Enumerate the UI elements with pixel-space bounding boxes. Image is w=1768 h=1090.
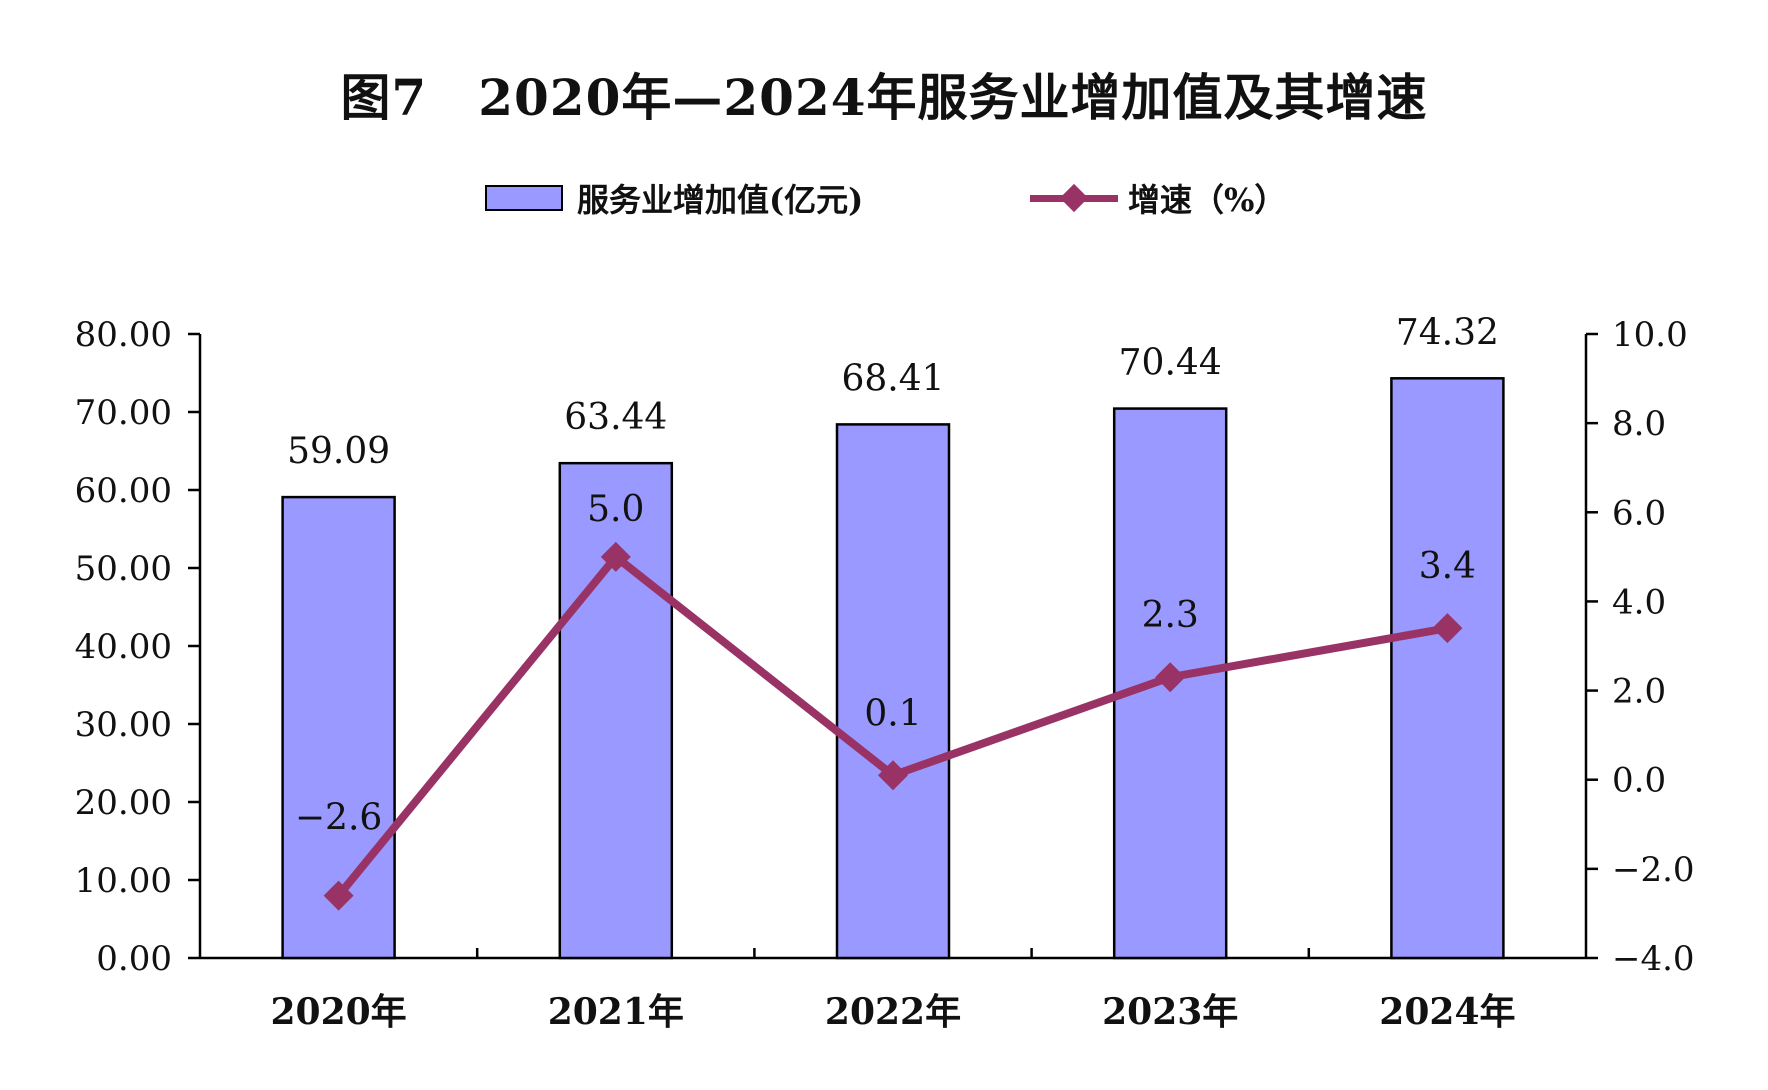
bar-value-label: 70.44 [1119, 343, 1222, 384]
x-tick-label: 2024年 [1379, 991, 1515, 1033]
line-marker [600, 541, 631, 572]
line-value-label: 3.4 [1419, 546, 1476, 587]
data-labels: 59.09 63.44 68.41 70.44 74.32 −2.6 5.0 0.1 2.3 3.… [287, 312, 1499, 838]
right-tick-label: 10.0 [1612, 315, 1688, 355]
bar-series [281, 377, 1505, 960]
bar [1390, 377, 1505, 960]
bar [558, 461, 674, 960]
legend-bar-swatch [485, 185, 563, 211]
line-value-label: 2.3 [1142, 595, 1199, 636]
left-tick-label: 10.00 [75, 861, 172, 901]
bar [835, 423, 951, 960]
line-marker [323, 880, 354, 911]
right-tick-label: 0.0 [1612, 761, 1666, 801]
right-tick-label: 4.0 [1612, 582, 1666, 622]
left-tick-label: 30.00 [75, 705, 172, 745]
bar-value-label: 59.09 [287, 431, 390, 472]
left-tick-label: 0.00 [96, 939, 172, 979]
left-tick-label: 70.00 [75, 393, 172, 433]
legend-line-label: 增速（%） [1128, 181, 1287, 219]
legend-bar-label: 服务业增加值(亿元) [577, 181, 864, 219]
legend: 服务业增加值(亿元) 增速（%） [0, 168, 1768, 228]
left-tick-label: 60.00 [75, 471, 172, 511]
line-marker [1432, 613, 1463, 644]
right-tick-label: 6.0 [1612, 493, 1666, 533]
line-marker [1155, 662, 1186, 693]
right-tick-label: 2.0 [1612, 672, 1666, 712]
bar-value-label: 63.44 [564, 397, 667, 438]
line-value-label: −2.6 [295, 798, 382, 839]
x-tick-label: 2022年 [825, 991, 961, 1033]
bar-value-label: 74.32 [1396, 312, 1499, 353]
x-tick-label: 2020年 [270, 991, 406, 1033]
line-marker [878, 760, 908, 791]
legend-item-growth-rate: 增速（%） [1030, 168, 1286, 228]
right-tick-label: −2.0 [1612, 850, 1695, 890]
left-tick-label: 40.00 [75, 627, 172, 667]
legend-line-swatch [1030, 183, 1118, 213]
x-tick-label: 2023年 [1102, 991, 1238, 1033]
bar-value-label: 68.41 [841, 358, 944, 399]
line-value-label: 0.1 [864, 693, 921, 734]
right-tick-label: −4.0 [1612, 939, 1695, 979]
line-series [323, 541, 1463, 911]
line-value-label: 5.0 [587, 489, 644, 530]
right-tick-label: 8.0 [1612, 404, 1666, 444]
left-tick-label: 80.00 [75, 315, 172, 355]
left-tick-label: 20.00 [75, 783, 172, 823]
legend-item-value-added: 服务业增加值(亿元) [485, 168, 863, 228]
left-tick-label: 50.00 [75, 549, 172, 589]
chart-title: 图7 2020年—2024年服务业增加值及其增速 [340, 68, 1428, 127]
x-tick-label: 2021年 [548, 991, 684, 1033]
axes: 0.00 10.00 20.00 30.00 40.00 50.00 60.00 70.00 8… [75, 315, 1695, 1033]
